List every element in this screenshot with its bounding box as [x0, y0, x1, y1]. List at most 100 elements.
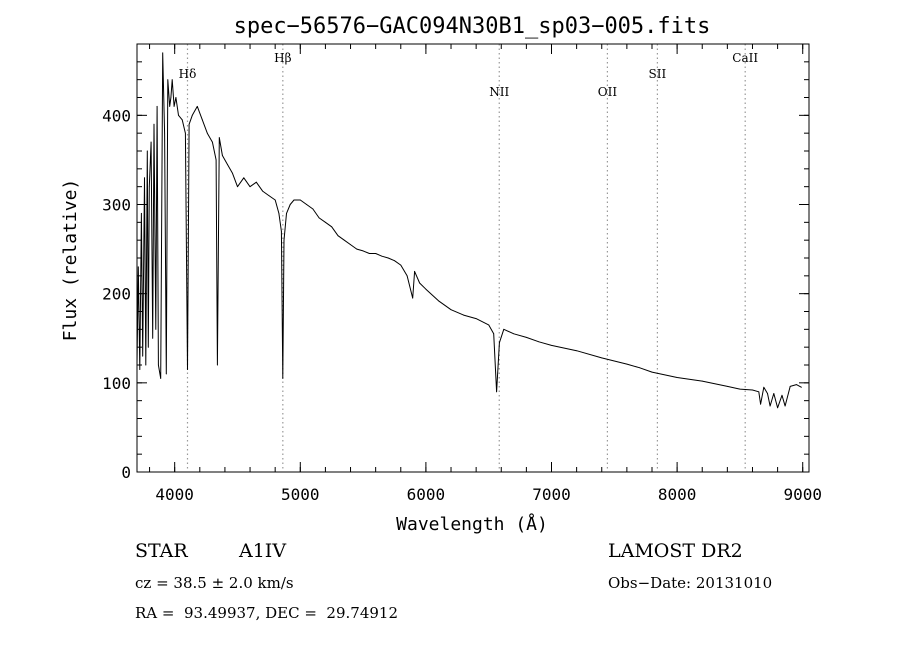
data-point-29 [187, 369, 188, 370]
data-point-107 [777, 407, 778, 409]
data-point-80 [463, 314, 464, 316]
data-point-3 [140, 213, 142, 214]
data-point-76 [419, 282, 421, 284]
data-point-90 [551, 344, 552, 346]
data-point-81 [475, 318, 477, 320]
data-point-24 [173, 106, 175, 107]
data-point-69 [381, 255, 383, 257]
data-point-70 [387, 257, 389, 259]
data-point-51 [282, 377, 284, 379]
marker-label-2: NII [489, 85, 509, 99]
data-point-54 [289, 204, 291, 205]
data-point-42 [237, 186, 238, 188]
data-point-84 [496, 391, 498, 393]
obs-date: Obs−Date: 20131010 [608, 574, 773, 592]
data-point-56 [299, 199, 301, 201]
x-axis-label: Wavelength (Å) [396, 513, 548, 535]
data-point-112 [801, 386, 802, 388]
y-tick-label-3: 300 [102, 196, 131, 215]
data-point-101 [758, 391, 760, 393]
data-point-14 [156, 106, 158, 107]
data-point-18 [164, 132, 166, 134]
data-point-50 [281, 230, 282, 232]
data-point-73 [406, 275, 408, 277]
x-tick-label-4: 8000 [658, 485, 697, 504]
data-point-89 [538, 341, 540, 343]
data-point-11 [152, 337, 154, 339]
data-point-82 [488, 324, 490, 326]
data-point-100 [752, 389, 753, 391]
data-point-40 [227, 163, 228, 165]
data-point-96 [676, 377, 678, 378]
data-point-45 [255, 181, 257, 183]
object-type: STAR [135, 540, 188, 562]
data-point-39 [222, 155, 223, 156]
data-point-64 [350, 244, 351, 246]
data-point-99 [739, 388, 741, 390]
data-point-91 [576, 350, 578, 352]
data-point-30 [188, 123, 190, 125]
data-point-103 [763, 386, 765, 388]
data-point-41 [232, 172, 233, 174]
data-point-57 [306, 204, 307, 205]
data-point-16 [160, 377, 162, 379]
data-point-47 [268, 195, 270, 196]
data-point-10 [150, 141, 152, 143]
data-point-17 [162, 52, 164, 54]
data-point-98 [726, 386, 728, 387]
data-point-35 [211, 141, 213, 143]
data-point-15 [157, 364, 159, 366]
data-point-61 [331, 226, 333, 228]
data-point-37 [216, 364, 218, 366]
data-point-72 [400, 264, 402, 266]
y-axis-label: Flux (relative) [60, 179, 81, 342]
data-point-111 [796, 384, 797, 386]
data-point-32 [196, 106, 198, 107]
data-point-58 [312, 208, 314, 210]
data-point-104 [767, 393, 768, 394]
data-point-34 [206, 132, 208, 134]
data-point-22 [170, 97, 172, 98]
data-point-53 [286, 213, 287, 214]
data-point-110 [789, 386, 791, 387]
data-point-77 [425, 288, 427, 290]
data-point-49 [278, 213, 280, 214]
data-point-62 [337, 235, 339, 237]
data-point-7 [146, 150, 148, 152]
data-point-86 [503, 328, 505, 330]
data-point-33 [201, 119, 203, 121]
data-point-1 [137, 266, 139, 268]
data-point-46 [262, 190, 264, 192]
data-point-2 [139, 369, 141, 370]
x-tick-label-0: 4000 [155, 485, 194, 504]
data-point-21 [169, 106, 171, 107]
data-point-43 [243, 177, 245, 179]
data-point-8 [147, 346, 149, 348]
x-tick-label-3: 7000 [532, 485, 571, 504]
redshift-line: cz = 38.5 ± 2.0 km/s [135, 574, 294, 592]
chart-title: spec−56576−GAC094N30B1_sp03−005.fits [234, 14, 711, 39]
data-point-108 [781, 394, 783, 396]
data-point-88 [525, 336, 527, 338]
data-point-26 [178, 114, 179, 116]
data-point-12 [153, 123, 155, 125]
data-point-52 [283, 239, 285, 241]
data-point-97 [701, 380, 703, 382]
data-point-93 [626, 363, 628, 365]
data-point-92 [601, 357, 603, 359]
data-point-59 [318, 217, 320, 219]
marker-label-3: OII [598, 85, 618, 99]
data-point-87 [513, 333, 515, 335]
data-point-85 [498, 342, 500, 344]
data-point-79 [450, 309, 452, 311]
y-tick-label-0: 0 [121, 463, 131, 482]
data-point-25 [175, 97, 177, 98]
data-point-65 [356, 248, 358, 250]
data-point-109 [784, 405, 786, 407]
data-point-28 [184, 132, 186, 134]
data-point-4 [142, 355, 144, 357]
series-layer [136, 52, 802, 409]
coords-line: RA = 93.49937, DEC = 29.74912 [135, 604, 399, 622]
data-point-102 [760, 403, 762, 405]
